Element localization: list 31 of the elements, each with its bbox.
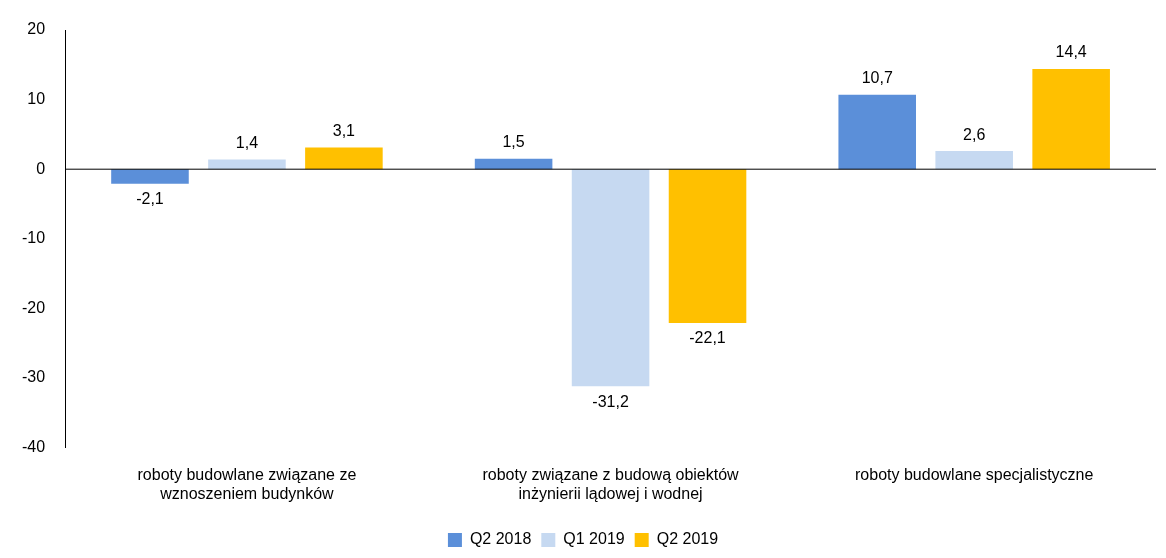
bar [571,169,650,387]
y-tick-label: -40 [22,438,46,456]
bar [935,151,1013,170]
data-label: -31,2 [592,392,629,410]
x-tick-label: roboty budowlane specjalistyczne [855,465,1094,483]
bar [1032,68,1110,170]
bar [305,147,383,170]
bar [838,94,917,170]
bar [208,159,286,170]
legend-label: Q1 2019 [563,530,625,548]
data-label: -22,1 [689,329,726,347]
y-tick-label: -10 [22,229,46,247]
data-label: 2,6 [963,125,986,143]
y-tick-label: 20 [27,20,46,38]
y-tick-label: 10 [27,90,46,108]
data-label: -2,1 [136,190,164,208]
x-tick-label: roboty związane z budową obiektów inżynierii lądowej i wodnej [482,465,740,502]
y-tick-label: 0 [36,159,46,177]
y-tick-label: -20 [22,298,46,316]
data-label: 10,7 [861,69,893,87]
bar [474,158,553,170]
x-tick-label: roboty budowlane związane ze wznoszeniem budynków [137,465,357,502]
bar [111,169,189,184]
legend-label: Q2 2019 [656,530,719,548]
data-label: 1,5 [502,133,525,151]
legend-label: Q2 2018 [469,530,532,548]
data-label: 14,4 [1055,43,1087,61]
data-label: 3,1 [332,122,356,140]
y-tick-label: -30 [22,368,46,386]
data-label: 1,4 [235,133,259,151]
bar [668,169,747,324]
